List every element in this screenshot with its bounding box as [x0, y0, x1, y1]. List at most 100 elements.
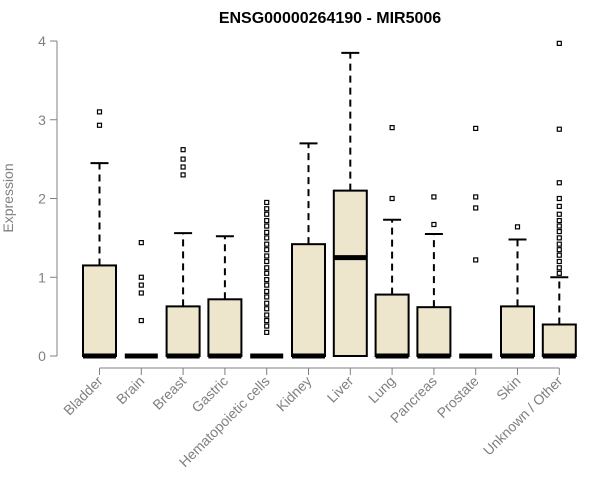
box-gastric: [207, 235, 243, 359]
outlier-point: [138, 240, 144, 246]
outlier-point: [556, 40, 562, 46]
outlier-point: [431, 221, 437, 228]
outlier-point: [264, 312, 270, 318]
outlier-point: [264, 211, 270, 217]
box-body: [332, 189, 368, 357]
outlier-point: [556, 228, 562, 235]
outlier-point: [473, 257, 479, 263]
outlier-point: [138, 282, 144, 288]
box-body: [374, 293, 410, 358]
box-body: [82, 264, 117, 357]
outlier-point: [96, 122, 103, 128]
y-tick-label: 1: [38, 269, 46, 285]
outlier-point: [264, 288, 270, 295]
chart-title: ENSG00000264190 - MIR5006: [219, 10, 441, 27]
box-body: [500, 305, 535, 358]
outlier-point: [96, 109, 103, 115]
outlier-point: [389, 125, 395, 131]
box-unknown-other: [541, 40, 577, 359]
y-tick-label: 3: [38, 112, 46, 128]
box-pancreas: [416, 194, 452, 359]
outlier-point: [556, 247, 562, 253]
outlier-point: [556, 235, 562, 241]
outlier-point: [264, 247, 270, 253]
outlier-point: [180, 156, 186, 162]
y-tick-label: 2: [38, 191, 46, 207]
outlier-point: [556, 252, 562, 258]
outlier-point: [264, 206, 270, 212]
outlier-point: [264, 317, 270, 324]
box-skin: [500, 224, 535, 359]
outlier-point: [556, 270, 562, 276]
outlier-point: [264, 294, 270, 300]
outlier-point: [264, 199, 270, 206]
outlier-point: [264, 270, 270, 276]
outlier-point: [473, 194, 479, 200]
outlier-point: [556, 258, 562, 265]
outlier-point: [138, 290, 144, 296]
x-tick-label: Skin: [493, 373, 524, 404]
y-tick-label: 0: [38, 348, 46, 364]
outlier-point: [389, 195, 395, 202]
outlier-point: [556, 217, 562, 224]
outlier-point: [264, 241, 270, 247]
outlier-point: [514, 224, 521, 230]
outlier-point: [473, 125, 479, 132]
x-tick-label: Brain: [113, 373, 147, 407]
outlier-point: [556, 211, 562, 217]
outlier-point: [473, 205, 479, 211]
x-tick-label: Prostate: [434, 373, 482, 421]
x-tick-label: Unknown / Other: [480, 373, 566, 459]
y-axis-title: Expression: [0, 163, 16, 232]
box-body: [291, 243, 326, 357]
outlier-point: [264, 329, 270, 335]
box-liver: [332, 51, 368, 357]
x-tick-label: Bladder: [60, 373, 106, 419]
outlier-point: [556, 126, 562, 132]
box-body: [207, 298, 243, 357]
outlier-point: [264, 300, 270, 306]
outlier-point: [264, 282, 270, 288]
outlier-point: [264, 253, 270, 259]
outlier-point: [264, 323, 270, 329]
x-tick-label: Liver: [324, 373, 357, 406]
outlier-point: [264, 229, 270, 235]
outlier-point: [264, 235, 270, 241]
outlier-point: [556, 195, 562, 202]
outlier-point: [556, 223, 562, 229]
outlier-point: [556, 241, 562, 247]
boxes-group: [82, 40, 577, 359]
y-axis: 0 1 2 3 4: [38, 33, 58, 364]
outlier-point: [264, 217, 270, 224]
outlier-point: [264, 306, 270, 312]
outlier-point: [431, 194, 437, 200]
outlier-point: [180, 172, 186, 178]
outlier-point: [556, 203, 562, 209]
box-prostate: [459, 125, 493, 359]
outlier-point: [264, 258, 270, 265]
box-body: [541, 323, 577, 357]
box-bladder: [82, 109, 117, 359]
box-brain: [124, 240, 158, 359]
box-kidney: [291, 142, 326, 359]
outlier-point: [556, 180, 562, 186]
box-hematopoietic-cells: [250, 199, 284, 359]
outlier-point: [264, 265, 270, 271]
outlier-point: [138, 274, 144, 280]
outlier-point: [180, 164, 186, 170]
x-tick-label: Breast: [149, 373, 189, 413]
box-lung: [374, 125, 410, 359]
x-tick-label: Lung: [365, 373, 398, 406]
box-breast: [165, 147, 201, 359]
outlier-point: [264, 223, 270, 229]
outlier-point: [138, 317, 144, 324]
y-tick-label: 4: [38, 33, 46, 49]
x-tick-label: Kidney: [273, 373, 315, 415]
outlier-point: [264, 277, 270, 283]
outlier-point: [556, 265, 562, 271]
box-body: [165, 305, 201, 358]
box-body: [416, 306, 452, 357]
outlier-point: [180, 147, 186, 153]
